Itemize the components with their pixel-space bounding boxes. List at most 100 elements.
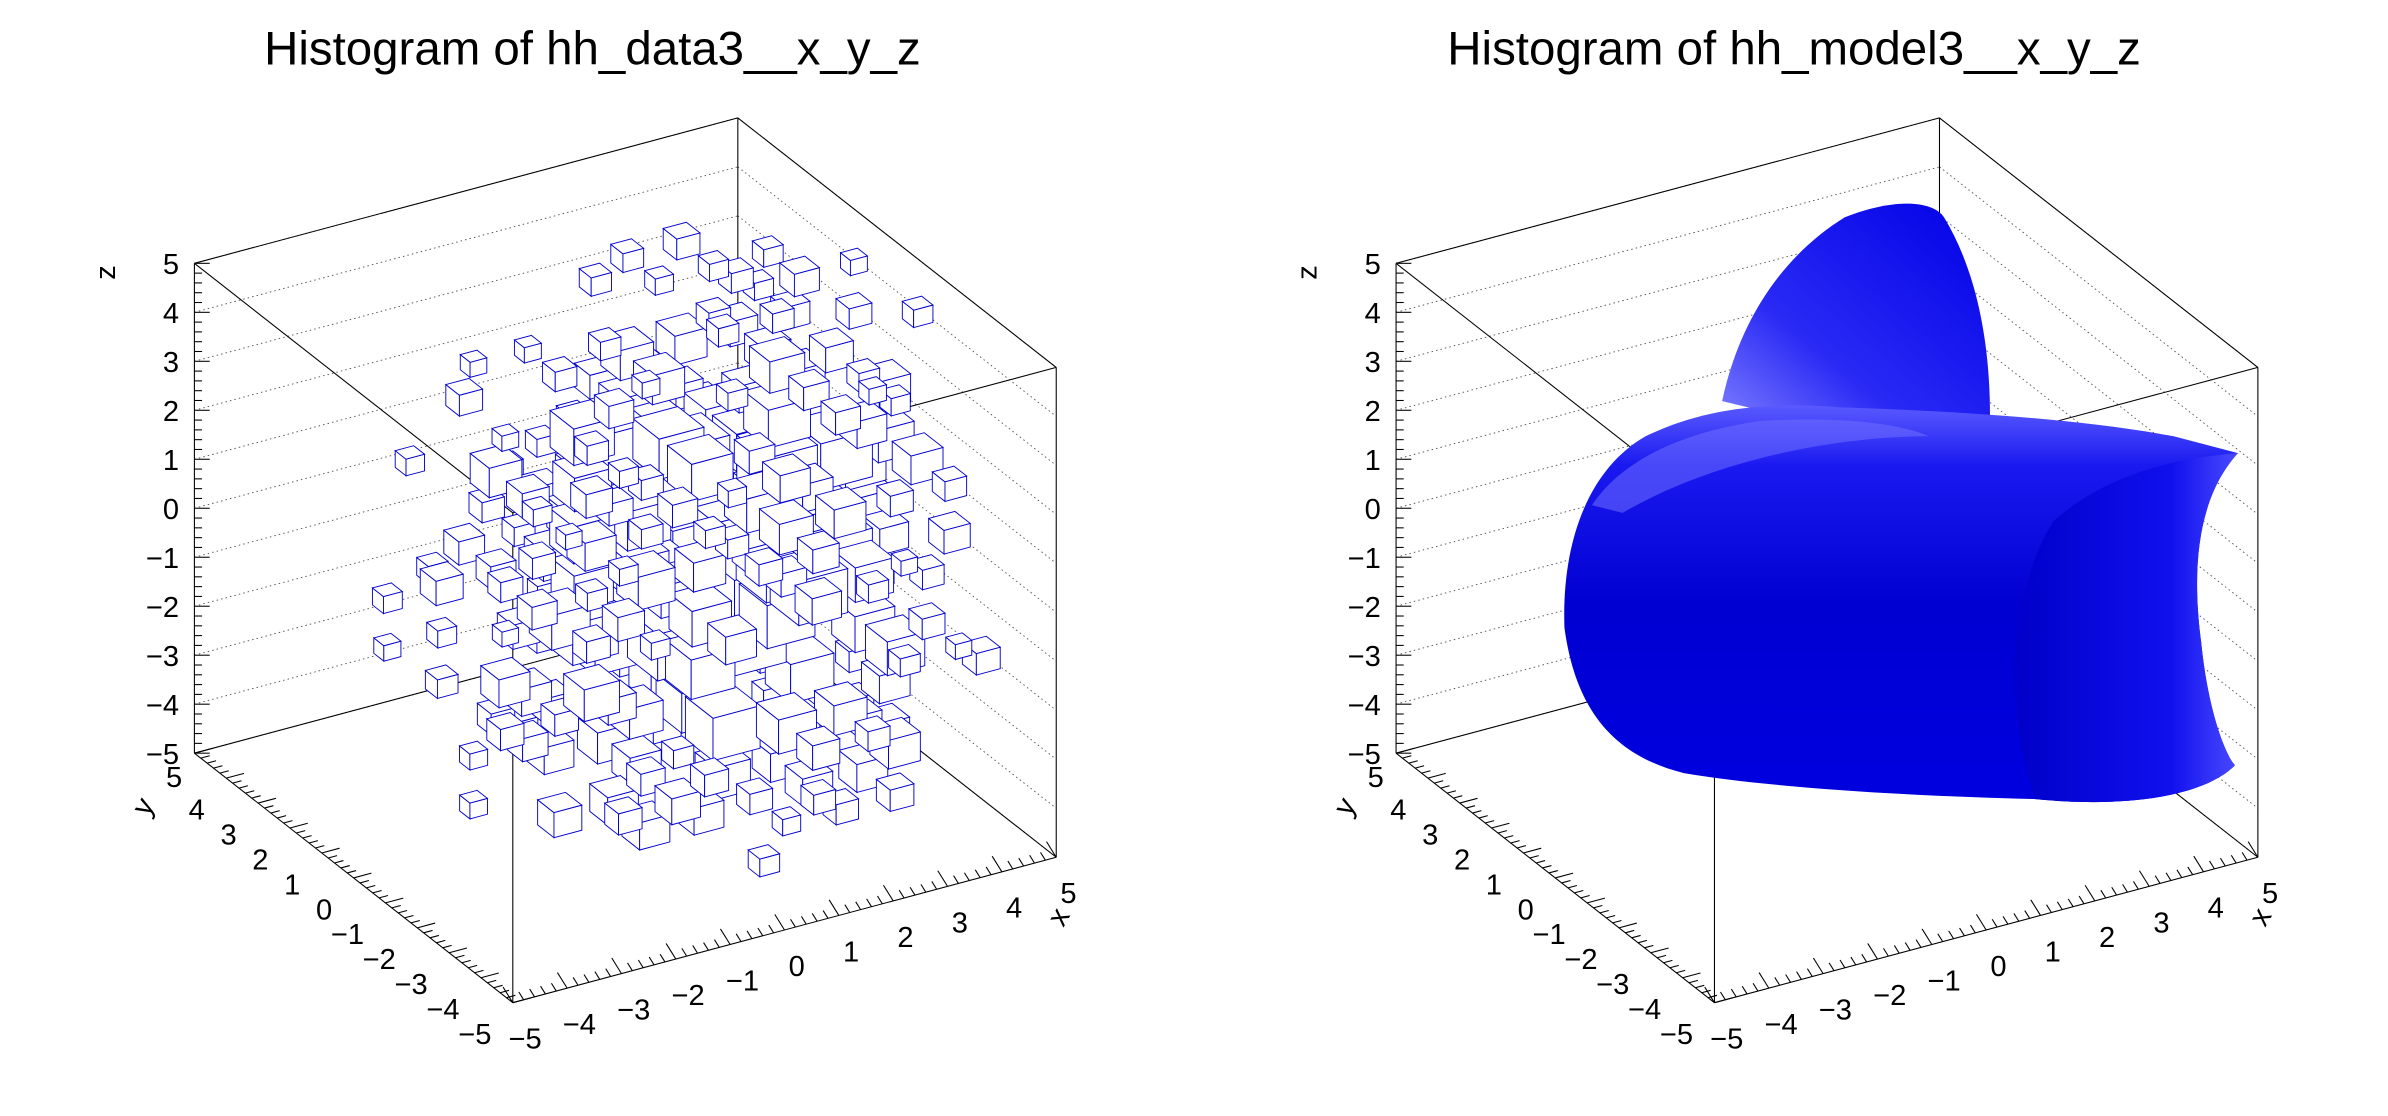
y-axis-tick xyxy=(480,972,499,979)
box-face xyxy=(625,756,667,775)
histogram-box xyxy=(931,465,968,503)
x-axis-tick xyxy=(1720,991,1726,1001)
y-axis-tick xyxy=(506,994,516,999)
frame-edge xyxy=(194,752,514,1004)
x-axis-tick xyxy=(828,899,840,916)
x-tick-label: −2 xyxy=(672,980,705,1012)
box-face xyxy=(692,515,727,532)
y-tick-label: −4 xyxy=(1628,994,1661,1026)
x-axis-tick xyxy=(2187,866,2194,875)
x-tick-label: −3 xyxy=(617,995,650,1027)
x-axis-tick xyxy=(1883,948,1889,957)
box-face xyxy=(655,312,709,337)
histogram-box xyxy=(716,477,748,509)
y-tick-label: −1 xyxy=(1533,919,1566,951)
y-axis-tick xyxy=(1625,929,1635,934)
x-tick-label: −5 xyxy=(1710,1024,1743,1056)
x-axis-tick xyxy=(855,901,862,910)
y-axis-tick xyxy=(391,904,401,909)
histogram-box xyxy=(625,756,667,798)
y-axis-tick xyxy=(385,897,404,904)
y-axis-tick xyxy=(308,840,319,844)
histogram-box xyxy=(419,561,465,607)
histogram-box xyxy=(735,777,774,816)
grid-line xyxy=(1939,215,2259,466)
x-axis-tick xyxy=(572,977,579,986)
z-tick-label: 5 xyxy=(163,249,179,281)
z-tick-label: 0 xyxy=(1365,494,1381,526)
box-face xyxy=(834,292,873,310)
y-axis-tick xyxy=(289,822,308,829)
y-axis-tick xyxy=(1574,889,1584,894)
y-axis-tick xyxy=(1453,795,1463,799)
x-axis-tick xyxy=(659,953,666,963)
z-tick-label: −3 xyxy=(1348,641,1381,673)
histogram-box xyxy=(491,619,520,648)
histogram-box xyxy=(593,387,635,430)
y-axis-tick xyxy=(398,909,408,914)
y-axis-tick xyxy=(1536,860,1546,864)
z-tick-label: 0 xyxy=(163,494,179,526)
box-face xyxy=(486,566,524,584)
y-axis-tick xyxy=(1688,979,1699,984)
x-axis-tick xyxy=(1007,860,1014,870)
y-axis-tick xyxy=(353,872,372,879)
x-axis-tick xyxy=(1937,933,1944,942)
histogram-box xyxy=(697,250,730,283)
x-tick-label: −4 xyxy=(1764,1009,1797,1041)
histogram-box xyxy=(485,712,525,752)
histogram-box xyxy=(479,656,531,709)
box-face xyxy=(371,582,404,598)
histogram-box xyxy=(744,547,784,588)
frame-edge xyxy=(1395,117,1940,264)
histogram-box xyxy=(927,510,972,556)
y-axis-tick xyxy=(1586,897,1606,904)
y-axis-tick xyxy=(1612,919,1622,924)
histogram-box xyxy=(394,445,426,477)
y-axis-tick xyxy=(1485,820,1495,824)
z-tick-label: −4 xyxy=(1348,690,1381,722)
y-axis-tick xyxy=(1669,964,1679,969)
x-axis-tick xyxy=(1752,982,1759,992)
box-face xyxy=(491,423,520,437)
x-axis-tick xyxy=(2209,860,2215,870)
histogram-box xyxy=(562,663,621,723)
box-face xyxy=(787,368,831,389)
y-axis-tick xyxy=(1644,944,1654,949)
x-tick-label: 3 xyxy=(952,907,968,939)
x-axis-tick xyxy=(1704,986,1715,1003)
box-face xyxy=(442,522,486,543)
box-face xyxy=(733,432,776,452)
y-tick-label: 5 xyxy=(1368,762,1384,794)
x-axis-tick xyxy=(2154,875,2161,884)
x-axis-tick xyxy=(1991,918,1998,928)
box-face xyxy=(588,775,640,799)
y-axis-tick xyxy=(219,770,229,774)
y-axis-tick xyxy=(1497,830,1507,834)
y-tick-label: 1 xyxy=(1486,869,1502,901)
histogram-box xyxy=(630,369,661,400)
y-axis-tick xyxy=(340,865,350,869)
box-face xyxy=(517,541,557,560)
z-tick-label: −2 xyxy=(1348,592,1381,624)
x-axis-tick xyxy=(2193,855,2204,873)
x-axis-tick xyxy=(931,881,938,890)
y-tick-label: −5 xyxy=(1660,1019,1693,1051)
histogram-box xyxy=(536,791,583,839)
surface-top-lobe xyxy=(1722,203,1990,429)
z-tick-label: 5 xyxy=(1365,249,1381,281)
box-face xyxy=(662,221,701,240)
y-axis-tick xyxy=(1650,947,1669,954)
x-axis-tick xyxy=(1850,956,1857,966)
x-axis-tick xyxy=(866,898,872,907)
x-axis-tick xyxy=(637,959,644,969)
histogram-box xyxy=(627,513,665,551)
box-face xyxy=(771,806,802,821)
histogram-box xyxy=(587,326,622,362)
y-axis-tick xyxy=(455,954,465,959)
histogram-box xyxy=(458,789,489,820)
x-tick-label: 2 xyxy=(2099,922,2115,954)
y-tick-label: 0 xyxy=(1518,894,1534,926)
x-axis-tick xyxy=(774,914,785,931)
y-axis-tick xyxy=(1701,989,1711,994)
